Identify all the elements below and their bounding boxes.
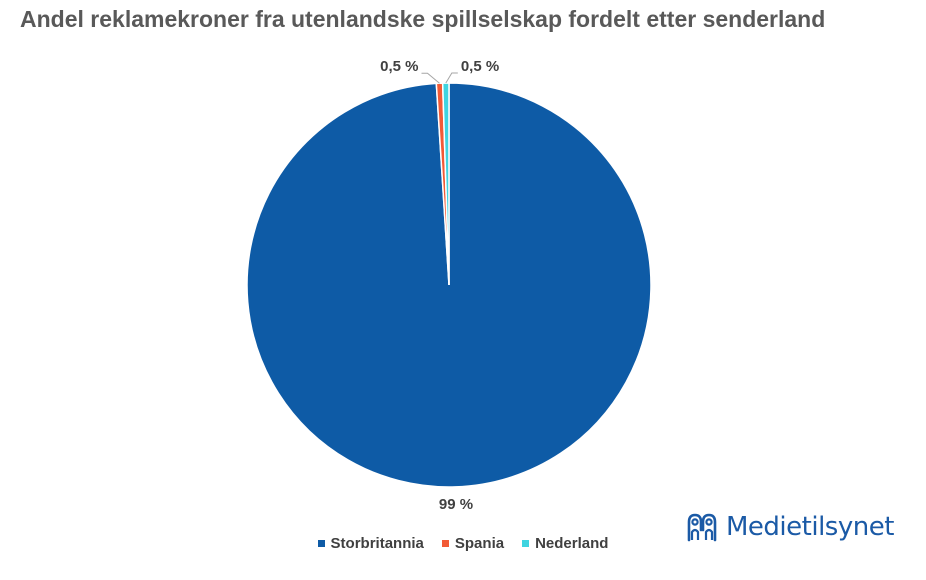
legend-item-nederland: Nederland	[522, 535, 608, 552]
legend-label-nederland: Nederland	[535, 535, 609, 552]
leader-lines	[421, 72, 458, 84]
data-labels: 99 % 0,5 % 0,5 %	[380, 58, 499, 513]
leader-line-nederland	[445, 72, 458, 84]
medietilsynet-logo: Medietilsynet	[686, 512, 894, 542]
legend-swatch-spania	[441, 540, 449, 547]
leader-line-spania	[421, 72, 440, 84]
pie-slices	[246, 82, 652, 488]
legend-swatch-storbritannia	[317, 540, 325, 547]
legend: Storbritannia Spania Nederland	[0, 535, 926, 552]
data-label-spania: 0,5 %	[380, 58, 418, 75]
legend-swatch-nederland	[522, 540, 530, 547]
legend-label-storbritannia: Storbritannia	[330, 535, 424, 552]
legend-item-storbritannia: Storbritannia	[317, 535, 424, 552]
legend-item-spania: Spania	[441, 535, 505, 552]
legend-label-spania: Spania	[454, 535, 505, 552]
chart-title: Andel reklamekroner fra utenlandske spil…	[20, 6, 826, 32]
medietilsynet-logo-icon	[687, 513, 717, 542]
data-label-nederland: 0,5 %	[461, 58, 499, 75]
logo-text: Medietilsynet	[726, 512, 894, 542]
pie-slice-nederland	[441, 82, 450, 286]
data-label-storbritannia: 99 %	[439, 496, 473, 513]
